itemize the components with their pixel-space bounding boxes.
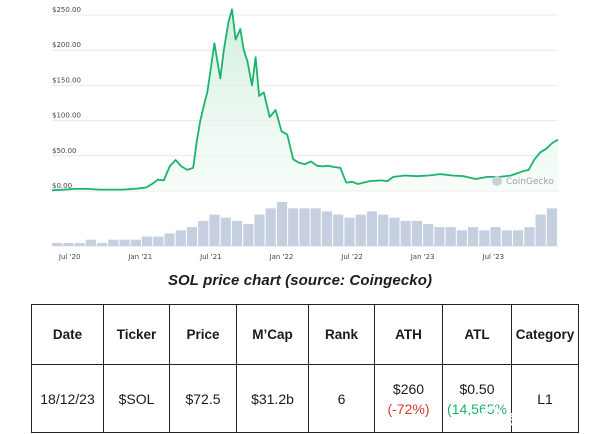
- volume-bar: [164, 233, 175, 246]
- volume-bar: [85, 239, 96, 246]
- volume-bar: [479, 230, 490, 246]
- table-header-row: Date Ticker Price M’Cap Rank ATH ATL Cat…: [31, 304, 579, 365]
- y-tick-label: $200.00: [52, 41, 81, 49]
- volume-bar: [220, 217, 231, 246]
- header-price: Price: [169, 304, 237, 365]
- volume-bar: [524, 227, 535, 246]
- volume-bar: [153, 236, 164, 246]
- x-tick-label: Jul '23: [482, 253, 505, 261]
- price-chart: $0.00 $50.00 $100.00 $150.00 $200.00 $250.00 …: [51, 6, 559, 261]
- volume-bar: [142, 236, 153, 246]
- cell-ath: $260 (-72%): [374, 364, 443, 433]
- price-line: [51, 8, 559, 192]
- coingecko-watermark: CoinGecko: [492, 176, 554, 187]
- cell-ticker: $SOL: [103, 364, 170, 433]
- volume-bar: [310, 208, 321, 246]
- volume-bars: [52, 202, 558, 247]
- volume-bar: [535, 214, 546, 246]
- cell-date: 18/12/23: [31, 364, 104, 433]
- table-row: 18/12/23 $SOL $72.5 $31.2b 6 $260 (-72%)…: [31, 364, 579, 433]
- volume-bar: [97, 242, 108, 246]
- volume-bar: [389, 217, 400, 246]
- info-table: Date Ticker Price M’Cap Rank ATH ATL Cat…: [31, 304, 579, 433]
- volume-bar: [546, 208, 557, 246]
- volume-bar: [423, 224, 434, 246]
- header-rank: Rank: [308, 304, 375, 365]
- ath-value: $260: [392, 380, 425, 397]
- volume-bar: [52, 242, 63, 246]
- volume-bar: [209, 214, 220, 246]
- volume-bar: [513, 230, 524, 246]
- volume-bar: [490, 227, 501, 246]
- volume-bar: [74, 242, 85, 246]
- y-axis-ticks: $0.00 $50.00 $100.00 $150.00 $200.00 $250.00: [52, 6, 81, 190]
- volume-bar: [366, 211, 377, 246]
- volume-bar: [186, 227, 198, 246]
- header-atl: ATL: [442, 304, 512, 365]
- volume-bar: [456, 230, 467, 246]
- watermark-label: CoinGecko: [506, 177, 554, 187]
- brand-watermark: 金色财经: [478, 402, 600, 434]
- token-info-table: Date Ticker Price M’Cap Rank ATH ATL Cat…: [31, 304, 579, 434]
- volume-bar: [411, 220, 422, 246]
- header-category: Category: [511, 304, 579, 365]
- volume-bar: [119, 239, 130, 246]
- ath-change: (-72%): [387, 400, 430, 417]
- y-tick-label: $250.00: [52, 6, 81, 14]
- x-tick-label: Jan '21: [127, 253, 152, 261]
- volume-bar: [63, 242, 74, 246]
- x-tick-label: Jan '23: [410, 253, 435, 261]
- header-ticker: Ticker: [103, 304, 170, 365]
- volume-bar: [198, 220, 209, 246]
- coingecko-logo-icon: [492, 176, 502, 186]
- price-area: [51, 8, 559, 192]
- x-tick-label: Jan '22: [269, 253, 294, 261]
- volume-bar: [501, 230, 512, 246]
- volume-bar: [333, 214, 344, 246]
- volume-bar: [355, 214, 366, 246]
- y-tick-label: $0.00: [52, 182, 72, 190]
- volume-bar: [265, 208, 276, 246]
- volume-bar: [108, 239, 119, 246]
- volume-bar: [400, 220, 411, 246]
- chart-caption: SOL price chart (source: Coingecko): [167, 272, 433, 289]
- cell-rank: 6: [308, 364, 375, 433]
- brand-watermark-text: 金色财经: [505, 410, 566, 428]
- atl-change: (14,565%: [447, 400, 507, 417]
- x-tick-label: Jul '22: [340, 253, 363, 261]
- y-tick-label: $150.00: [52, 76, 81, 84]
- header-ath: ATH: [374, 304, 443, 365]
- volume-bar: [299, 208, 310, 246]
- volume-bar: [445, 227, 456, 246]
- brand-watermark-svg: 金色财经: [480, 406, 566, 430]
- volume-bar: [344, 217, 355, 246]
- x-tick-label: Jul '21: [199, 253, 222, 261]
- volume-bar: [175, 230, 186, 246]
- volume-bar: [468, 227, 479, 246]
- atl-value: $0.50: [459, 380, 495, 397]
- y-tick-label: $100.00: [52, 112, 81, 120]
- volume-bar: [288, 208, 299, 246]
- volume-bar: [378, 214, 389, 246]
- volume-bar: [231, 220, 243, 246]
- header-mcap: M’Cap: [236, 304, 309, 365]
- chart-svg: $0.00$50.00$100.00$150.00$200.00$250.00 …: [51, 6, 559, 261]
- cell-category: L1: [511, 364, 579, 433]
- volume-bar: [243, 224, 254, 246]
- cell-mcap: $31.2b: [236, 364, 309, 433]
- volume-bar: [254, 214, 265, 246]
- x-tick-label: Jul '20: [58, 253, 81, 261]
- header-date: Date: [31, 304, 104, 365]
- volume-bar: [321, 211, 333, 246]
- volume-bar: [130, 239, 141, 246]
- y-tick-label: $50.00: [52, 147, 77, 155]
- volume-bar: [276, 202, 288, 246]
- cell-price: $72.5: [169, 364, 237, 433]
- brand-logo-icon: [480, 406, 504, 430]
- volume-bar: [434, 227, 445, 246]
- x-axis-ticks: Jul '20 Jan '21 Jul '21 Jan '22 Jul '22 Jan '…: [58, 253, 504, 261]
